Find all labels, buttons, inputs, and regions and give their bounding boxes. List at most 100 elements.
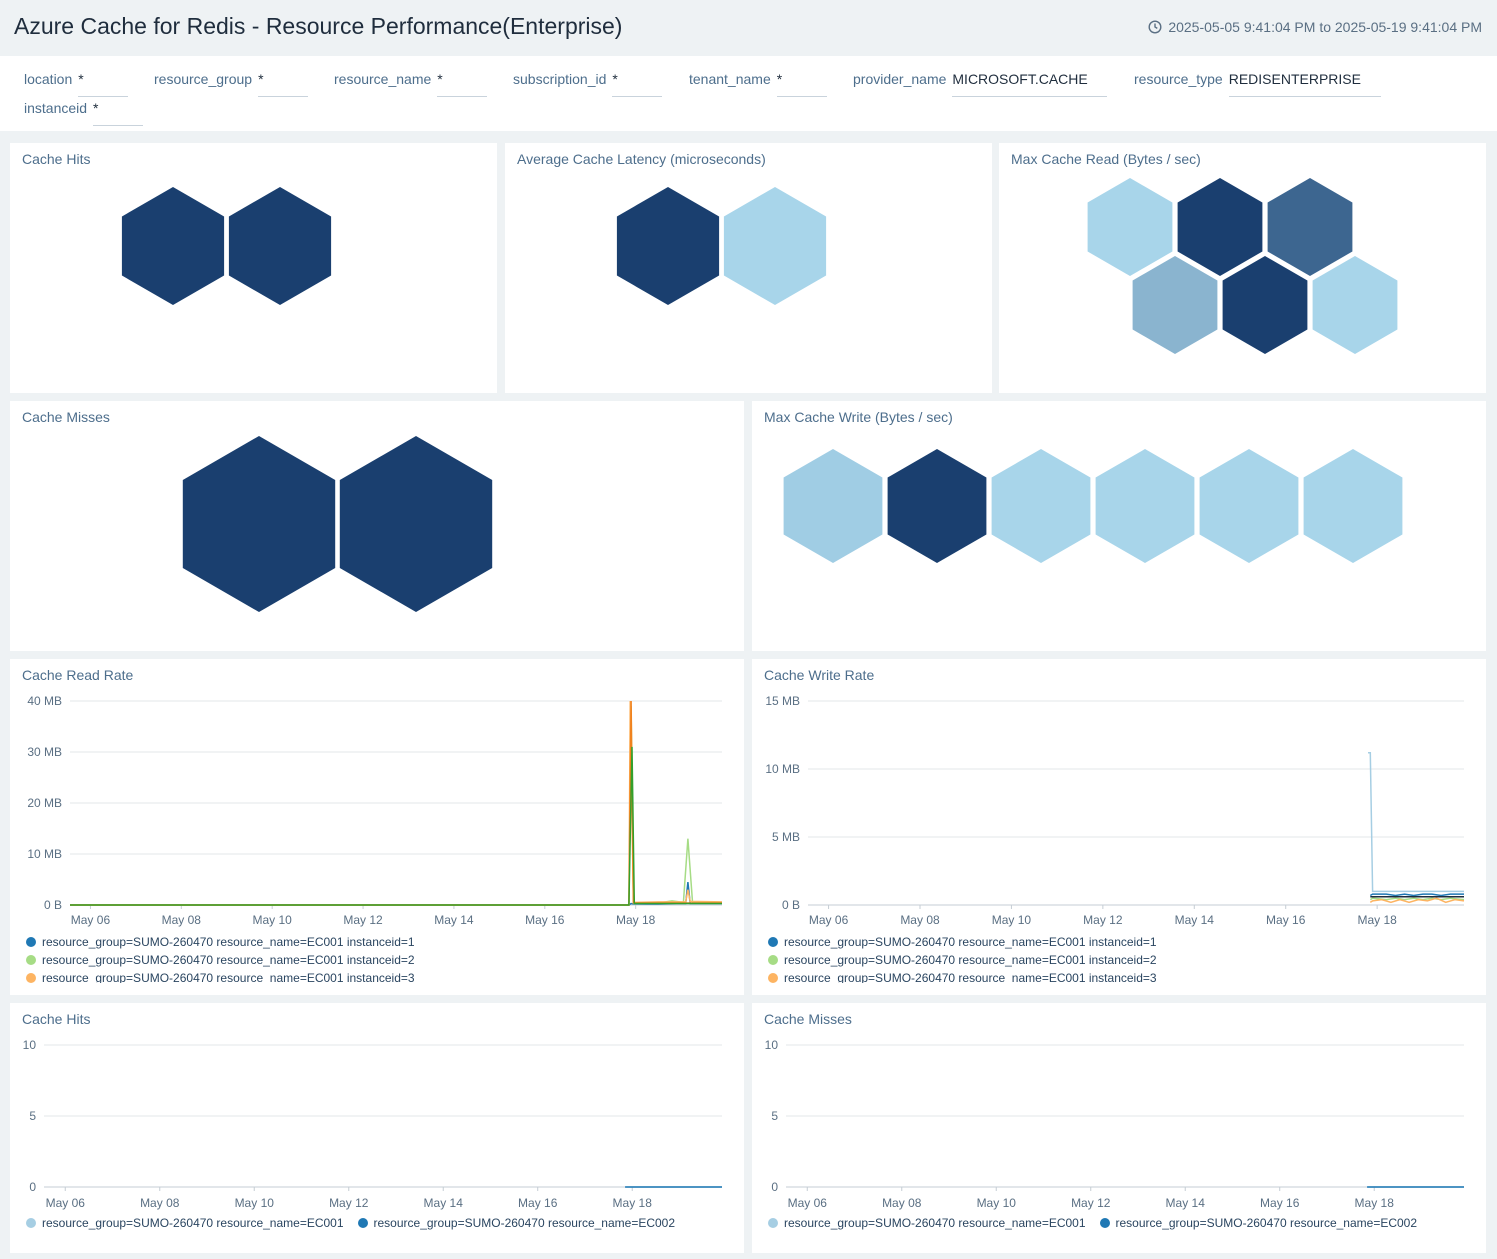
panel-max-write-honeycomb[interactable]: Max Cache Write (Bytes / sec) (752, 401, 1486, 651)
filter-value-input[interactable]: * (437, 70, 488, 97)
line-chart: 0 B 5 MB 10 MB 15 MB May 06 May 08 May 10 May 1… (765, 694, 1465, 927)
filter-value-input[interactable]: * (93, 99, 144, 126)
x-tick-label: May 18 (613, 1196, 653, 1210)
honeycomb-cell[interactable] (1132, 256, 1218, 354)
x-tick-label: May 14 (1166, 1196, 1206, 1210)
y-tick-label: 5 MB (772, 830, 800, 844)
series-line[interactable] (1369, 897, 1465, 904)
panel-cache-hits-line[interactable]: Cache Hits 0 5 10 May 06 May 08 May 10 May 12 M… (10, 1003, 744, 1253)
panel-title: Cache Misses (764, 1011, 852, 1027)
honeycomb-cell[interactable] (1177, 178, 1263, 276)
filter-resource-name[interactable]: resource_name * (334, 70, 488, 97)
y-tick-label: 10 (23, 1038, 37, 1052)
y-tick-label: 40 MB (27, 694, 62, 708)
honeycomb-cell[interactable] (339, 436, 493, 612)
filter-instanceid[interactable]: instanceid * (24, 99, 144, 126)
panel-max-read-honeycomb[interactable]: Max Cache Read (Bytes / sec) (999, 143, 1486, 393)
legend-item[interactable]: resource_group=SUMO-260470 resource_name… (26, 951, 415, 969)
honeycomb-cell[interactable] (991, 449, 1091, 563)
panel-title: Cache Write Rate (764, 667, 875, 683)
y-tick-label: 20 MB (27, 796, 62, 810)
filter-subscription-id[interactable]: subscription_id * (513, 70, 663, 97)
honeycomb-cell[interactable] (1312, 256, 1398, 354)
filter-value-input[interactable]: * (612, 70, 663, 97)
filter-resource-group[interactable]: resource_group * (154, 70, 309, 97)
filter-value-input[interactable]: * (776, 70, 827, 97)
time-range-picker[interactable]: 2025-05-05 9:41:04 PM to 2025-05-19 9:41… (1148, 19, 1482, 35)
honeycomb-cell[interactable] (182, 436, 336, 612)
filter-value-input[interactable]: * (78, 70, 129, 97)
filter-location[interactable]: location * (24, 70, 129, 97)
filter-label: resource_type (1134, 71, 1223, 87)
legend-swatch (26, 1218, 36, 1228)
honeycomb-chart (182, 436, 493, 612)
legend-label: resource_group=SUMO-260470 resource_name… (1115, 1216, 1418, 1230)
honeycomb-cell[interactable] (1199, 449, 1299, 563)
honeycomb-cell[interactable] (1095, 449, 1195, 563)
filter-tenant-name[interactable]: tenant_name * (689, 70, 827, 97)
y-tick-label: 10 (765, 1038, 779, 1052)
legend-label: resource_group=SUMO-260470 resource_name… (42, 953, 415, 967)
x-tick-label: May 12 (1083, 913, 1123, 927)
honeycomb-chart (1087, 178, 1398, 354)
panel-cache-hits-honeycomb[interactable]: Cache Hits (10, 143, 497, 393)
series-line[interactable] (1369, 893, 1464, 897)
filter-provider-name[interactable]: provider_name MICROSOFT.CACHE (853, 70, 1108, 97)
filter-value-input[interactable]: REDISENTERPRISE (1228, 70, 1381, 97)
x-tick-label: May 10 (235, 1196, 275, 1210)
filter-value-input[interactable]: MICROSOFT.CACHE (952, 70, 1108, 97)
legend-item[interactable]: resource_group=SUMO-260470 resource_name… (357, 1216, 675, 1230)
panel-cache-misses-line[interactable]: Cache Misses 0 5 10 May 06 May 08 May 10 May 1… (752, 1003, 1486, 1253)
x-tick-label: May 14 (424, 1196, 464, 1210)
panel-cache-write-rate[interactable]: Cache Write Rate 0 B 5 MB 10 MB 15 MB May 06… (752, 659, 1486, 995)
legend-swatch (768, 973, 778, 983)
filter-label: provider_name (853, 71, 947, 87)
legend-item[interactable]: resource_group=SUMO-260470 resource_name… (768, 969, 1157, 983)
chart-legend: resource_group=SUMO-260470 resource_name… (768, 933, 1157, 983)
x-tick-label: May 18 (1357, 913, 1397, 927)
filter-resource-type[interactable]: resource_type REDISENTERPRISE (1134, 70, 1381, 97)
x-tick-label: May 16 (518, 1196, 558, 1210)
honeycomb-cell[interactable] (887, 449, 987, 563)
y-tick-label: 10 MB (765, 762, 800, 776)
honeycomb-cell[interactable] (121, 187, 225, 305)
honeycomb-cell[interactable] (1222, 256, 1308, 354)
panel-avg-latency-honeycomb[interactable]: Average Cache Latency (microseconds) (505, 143, 992, 393)
filter-label: resource_group (154, 71, 253, 87)
legend-item[interactable]: resource_group=SUMO-260470 resource_name… (1099, 1216, 1418, 1230)
panel-cache-misses-honeycomb[interactable]: Cache Misses (10, 401, 744, 651)
legend-item[interactable]: resource_group=SUMO-260470 resource_name… (26, 969, 415, 983)
legend-swatch (26, 937, 36, 947)
legend-item[interactable]: resource_group=SUMO-260470 resource_name… (768, 1216, 1086, 1230)
x-tick-label: May 10 (992, 913, 1032, 927)
panel-cache-read-rate[interactable]: Cache Read Rate 0 B 10 MB 20 MB 30 MB 40 MB M… (10, 659, 744, 995)
honeycomb-cell[interactable] (1267, 178, 1353, 276)
legend-item[interactable]: resource_group=SUMO-260470 resource_name… (26, 1216, 344, 1230)
filter-value-input[interactable]: * (258, 70, 309, 97)
honeycomb-cell[interactable] (1303, 449, 1403, 563)
series-line[interactable] (70, 882, 722, 906)
honeycomb-cell[interactable] (1087, 178, 1173, 276)
series-line[interactable] (70, 746, 722, 906)
legend-item[interactable]: resource_group=SUMO-260470 resource_name… (26, 933, 415, 951)
legend-label: resource_group=SUMO-260470 resource_name… (784, 1216, 1086, 1230)
x-tick-label: May 06 (71, 913, 111, 927)
honeycomb-cell[interactable] (228, 187, 332, 305)
legend-item[interactable]: resource_group=SUMO-260470 resource_name… (768, 933, 1157, 951)
legend-item[interactable]: resource_group=SUMO-260470 resource_name… (768, 951, 1157, 969)
honeycomb-cell[interactable] (616, 187, 720, 305)
line-chart: 0 B 10 MB 20 MB 30 MB 40 MB May 06 May 08 May 1… (27, 694, 723, 927)
y-tick-label: 15 MB (765, 694, 800, 708)
x-tick-label: May 08 (162, 913, 202, 927)
x-tick-label: May 16 (1266, 913, 1306, 927)
series-line[interactable] (1368, 751, 1464, 893)
filter-label: resource_name (334, 71, 432, 87)
line-chart: 0 5 10 May 06 May 08 May 10 May 12 May 14 May 16… (23, 1038, 722, 1210)
honeycomb-cell[interactable] (723, 187, 827, 305)
x-tick-label: May 18 (616, 913, 656, 927)
time-range-text: 2025-05-05 9:41:04 PM to 2025-05-19 9:41… (1168, 19, 1482, 35)
series-line[interactable] (70, 706, 723, 906)
chart-legend: resource_group=SUMO-260470 resource_name… (768, 1216, 1417, 1230)
honeycomb-cell[interactable] (783, 449, 883, 563)
x-tick-label: May 16 (525, 913, 565, 927)
